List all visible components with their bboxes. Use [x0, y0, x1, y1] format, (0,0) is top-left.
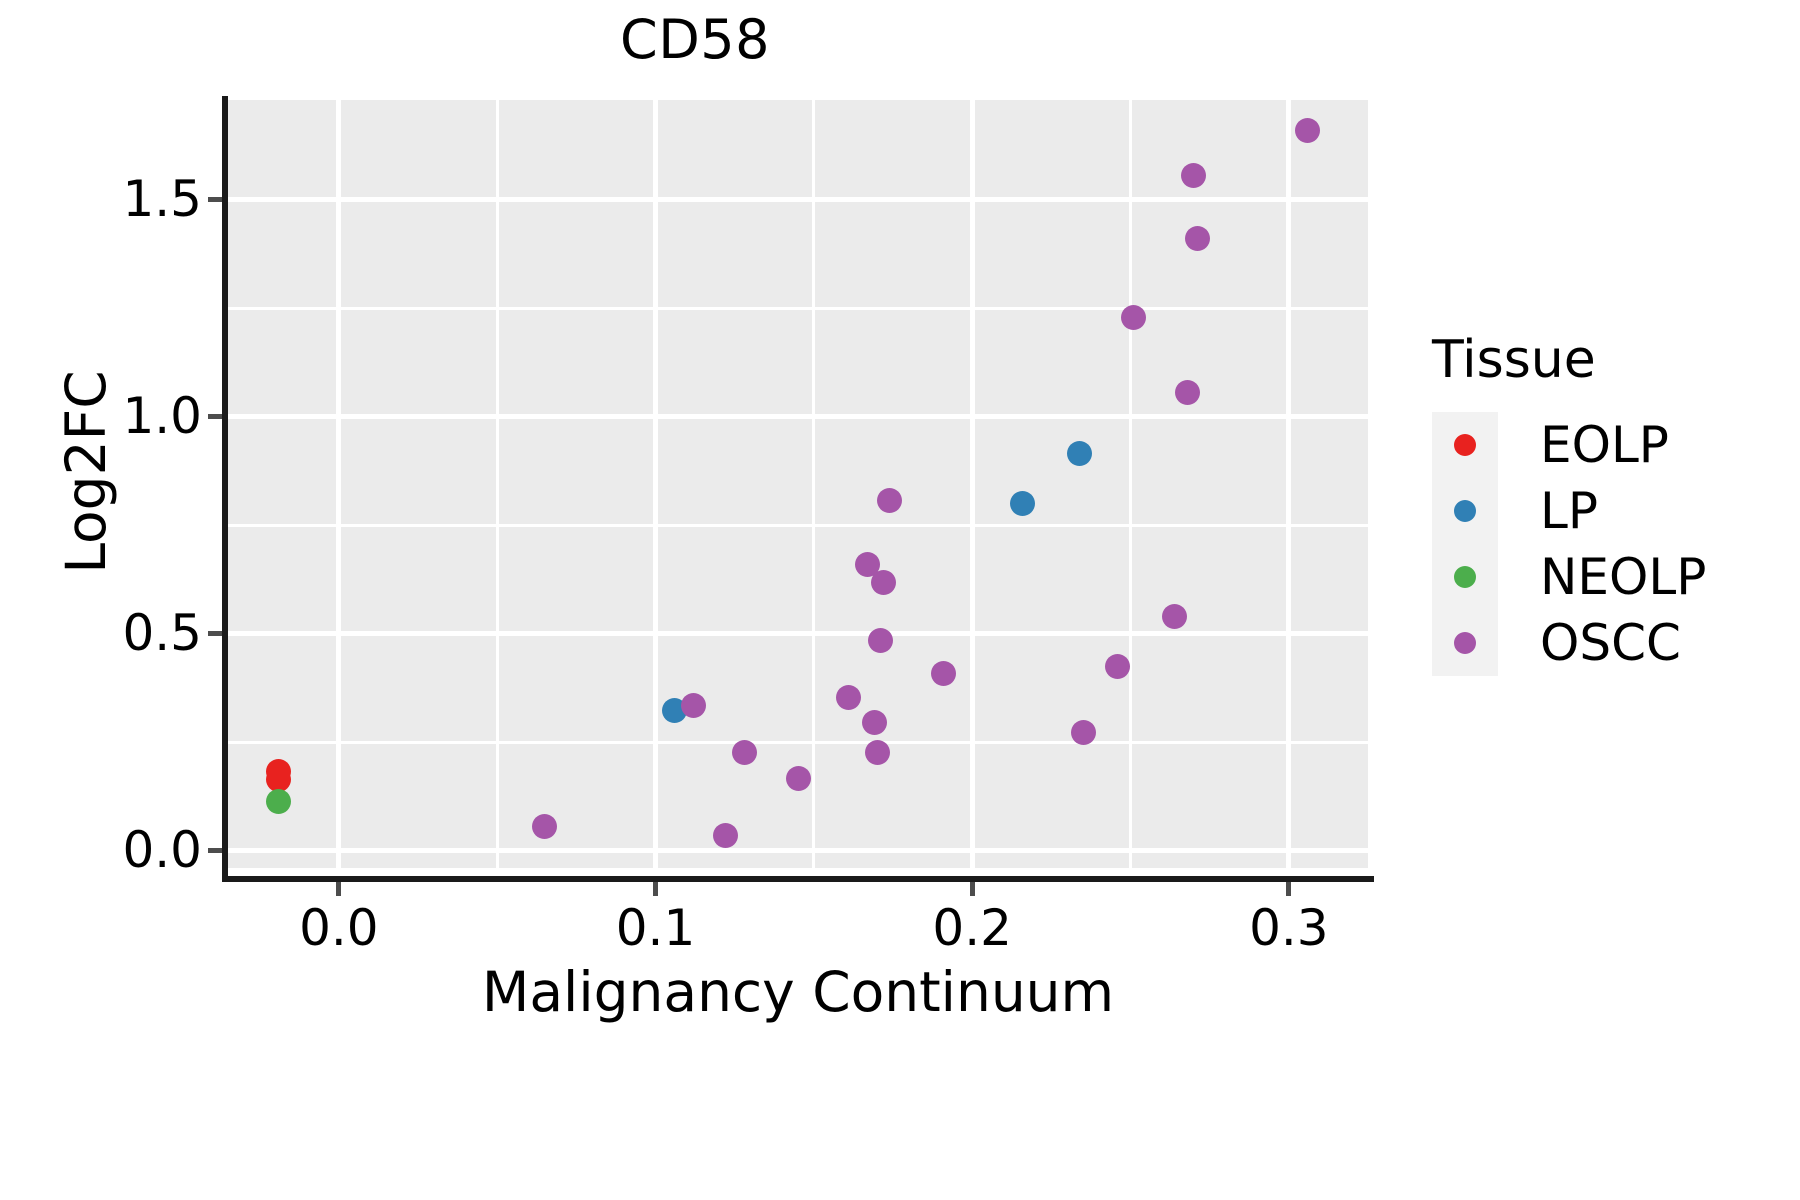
- x-tick-label: 0.3: [1249, 899, 1329, 957]
- data-point: [681, 693, 706, 719]
- gridline-minor-horizontal: [228, 740, 1368, 744]
- x-axis-line: [222, 876, 1374, 882]
- x-tick-mark: [969, 882, 975, 896]
- legend-item-oscc[interactable]: OSCC: [1432, 610, 1792, 676]
- x-axis-label: Malignancy Continuum: [481, 960, 1115, 1024]
- legend-title: Tissue: [1432, 330, 1596, 390]
- gridline-major-horizontal: [228, 197, 1368, 203]
- y-tick-label: 0.5: [122, 603, 202, 662]
- legend-key-swatch: [1432, 610, 1498, 676]
- data-point: [785, 766, 811, 792]
- data-point: [731, 740, 757, 766]
- legend-item-label: OSCC: [1540, 614, 1681, 672]
- legend-item-neolp[interactable]: NEOLP: [1432, 544, 1792, 610]
- y-tick-label: 0.0: [122, 820, 202, 879]
- gridline-minor-vertical: [812, 100, 816, 868]
- legend-dot-icon: [1454, 632, 1476, 654]
- data-point: [1175, 379, 1200, 405]
- data-point: [1105, 654, 1131, 680]
- data-point: [1121, 305, 1147, 331]
- legend-item-eolp[interactable]: EOLP: [1432, 412, 1792, 478]
- data-point: [712, 822, 738, 848]
- gridline-major-horizontal: [228, 631, 1368, 637]
- data-point: [1295, 117, 1321, 143]
- x-tick-mark: [653, 882, 658, 896]
- data-point: [1010, 491, 1036, 517]
- x-tick-label: 0.0: [299, 899, 379, 957]
- legend-key-swatch: [1432, 412, 1498, 478]
- data-point: [864, 740, 890, 766]
- gridline-major-vertical: [653, 100, 658, 868]
- data-point: [867, 627, 893, 653]
- gridline-major-horizontal: [228, 414, 1368, 420]
- x-tick-label: 0.2: [932, 899, 1012, 957]
- legend-dot-icon: [1454, 434, 1476, 456]
- gridline-major-vertical: [969, 100, 975, 868]
- legend: Tissue EOLP LP NEOLP OSCC: [1432, 330, 1792, 676]
- y-tick-label: 1.5: [122, 169, 202, 228]
- legend-item-label: NEOLP: [1540, 548, 1707, 606]
- legend-dot-icon: [1454, 566, 1476, 588]
- data-point: [266, 767, 292, 793]
- y-axis-label: Log2FC: [54, 370, 118, 574]
- data-point: [931, 661, 957, 687]
- gridline-major-horizontal: [228, 848, 1368, 854]
- data-point: [1184, 226, 1210, 252]
- gridline-minor-horizontal: [228, 306, 1368, 310]
- gridline-major-vertical: [336, 100, 342, 868]
- data-point: [1067, 441, 1093, 467]
- data-point: [836, 685, 862, 711]
- gridline-minor-vertical: [1129, 100, 1132, 868]
- data-point: [1070, 720, 1096, 746]
- y-tick-mark: [208, 197, 222, 203]
- legend-key-swatch: [1432, 544, 1498, 610]
- gridline-major-vertical: [1286, 100, 1292, 868]
- data-point: [1162, 603, 1188, 629]
- legend-item-lp[interactable]: LP: [1432, 478, 1792, 544]
- x-tick-label: 0.1: [615, 899, 696, 957]
- legend-dot-icon: [1454, 500, 1476, 522]
- legend-key-swatch: [1432, 478, 1498, 544]
- legend-entries: EOLP LP NEOLP OSCC: [1432, 412, 1792, 676]
- plot-panel: [228, 100, 1368, 868]
- chart-title: CD58: [620, 8, 770, 71]
- data-point: [877, 488, 903, 514]
- legend-item-label: EOLP: [1540, 416, 1669, 474]
- data-point: [266, 789, 292, 815]
- gridline-minor-horizontal: [228, 523, 1368, 527]
- data-point: [532, 813, 558, 839]
- x-tick-mark: [1286, 882, 1292, 896]
- data-point: [1181, 162, 1207, 188]
- data-point: [871, 569, 896, 595]
- gridline-minor-vertical: [495, 100, 499, 868]
- y-axis-line: [222, 96, 228, 882]
- x-tick-mark: [336, 882, 342, 896]
- y-tick-mark: [208, 414, 222, 420]
- legend-item-label: LP: [1540, 482, 1599, 540]
- y-tick-mark: [208, 848, 222, 854]
- y-tick-mark: [208, 631, 222, 637]
- data-point: [861, 709, 887, 735]
- y-tick-label: 1.0: [122, 386, 202, 445]
